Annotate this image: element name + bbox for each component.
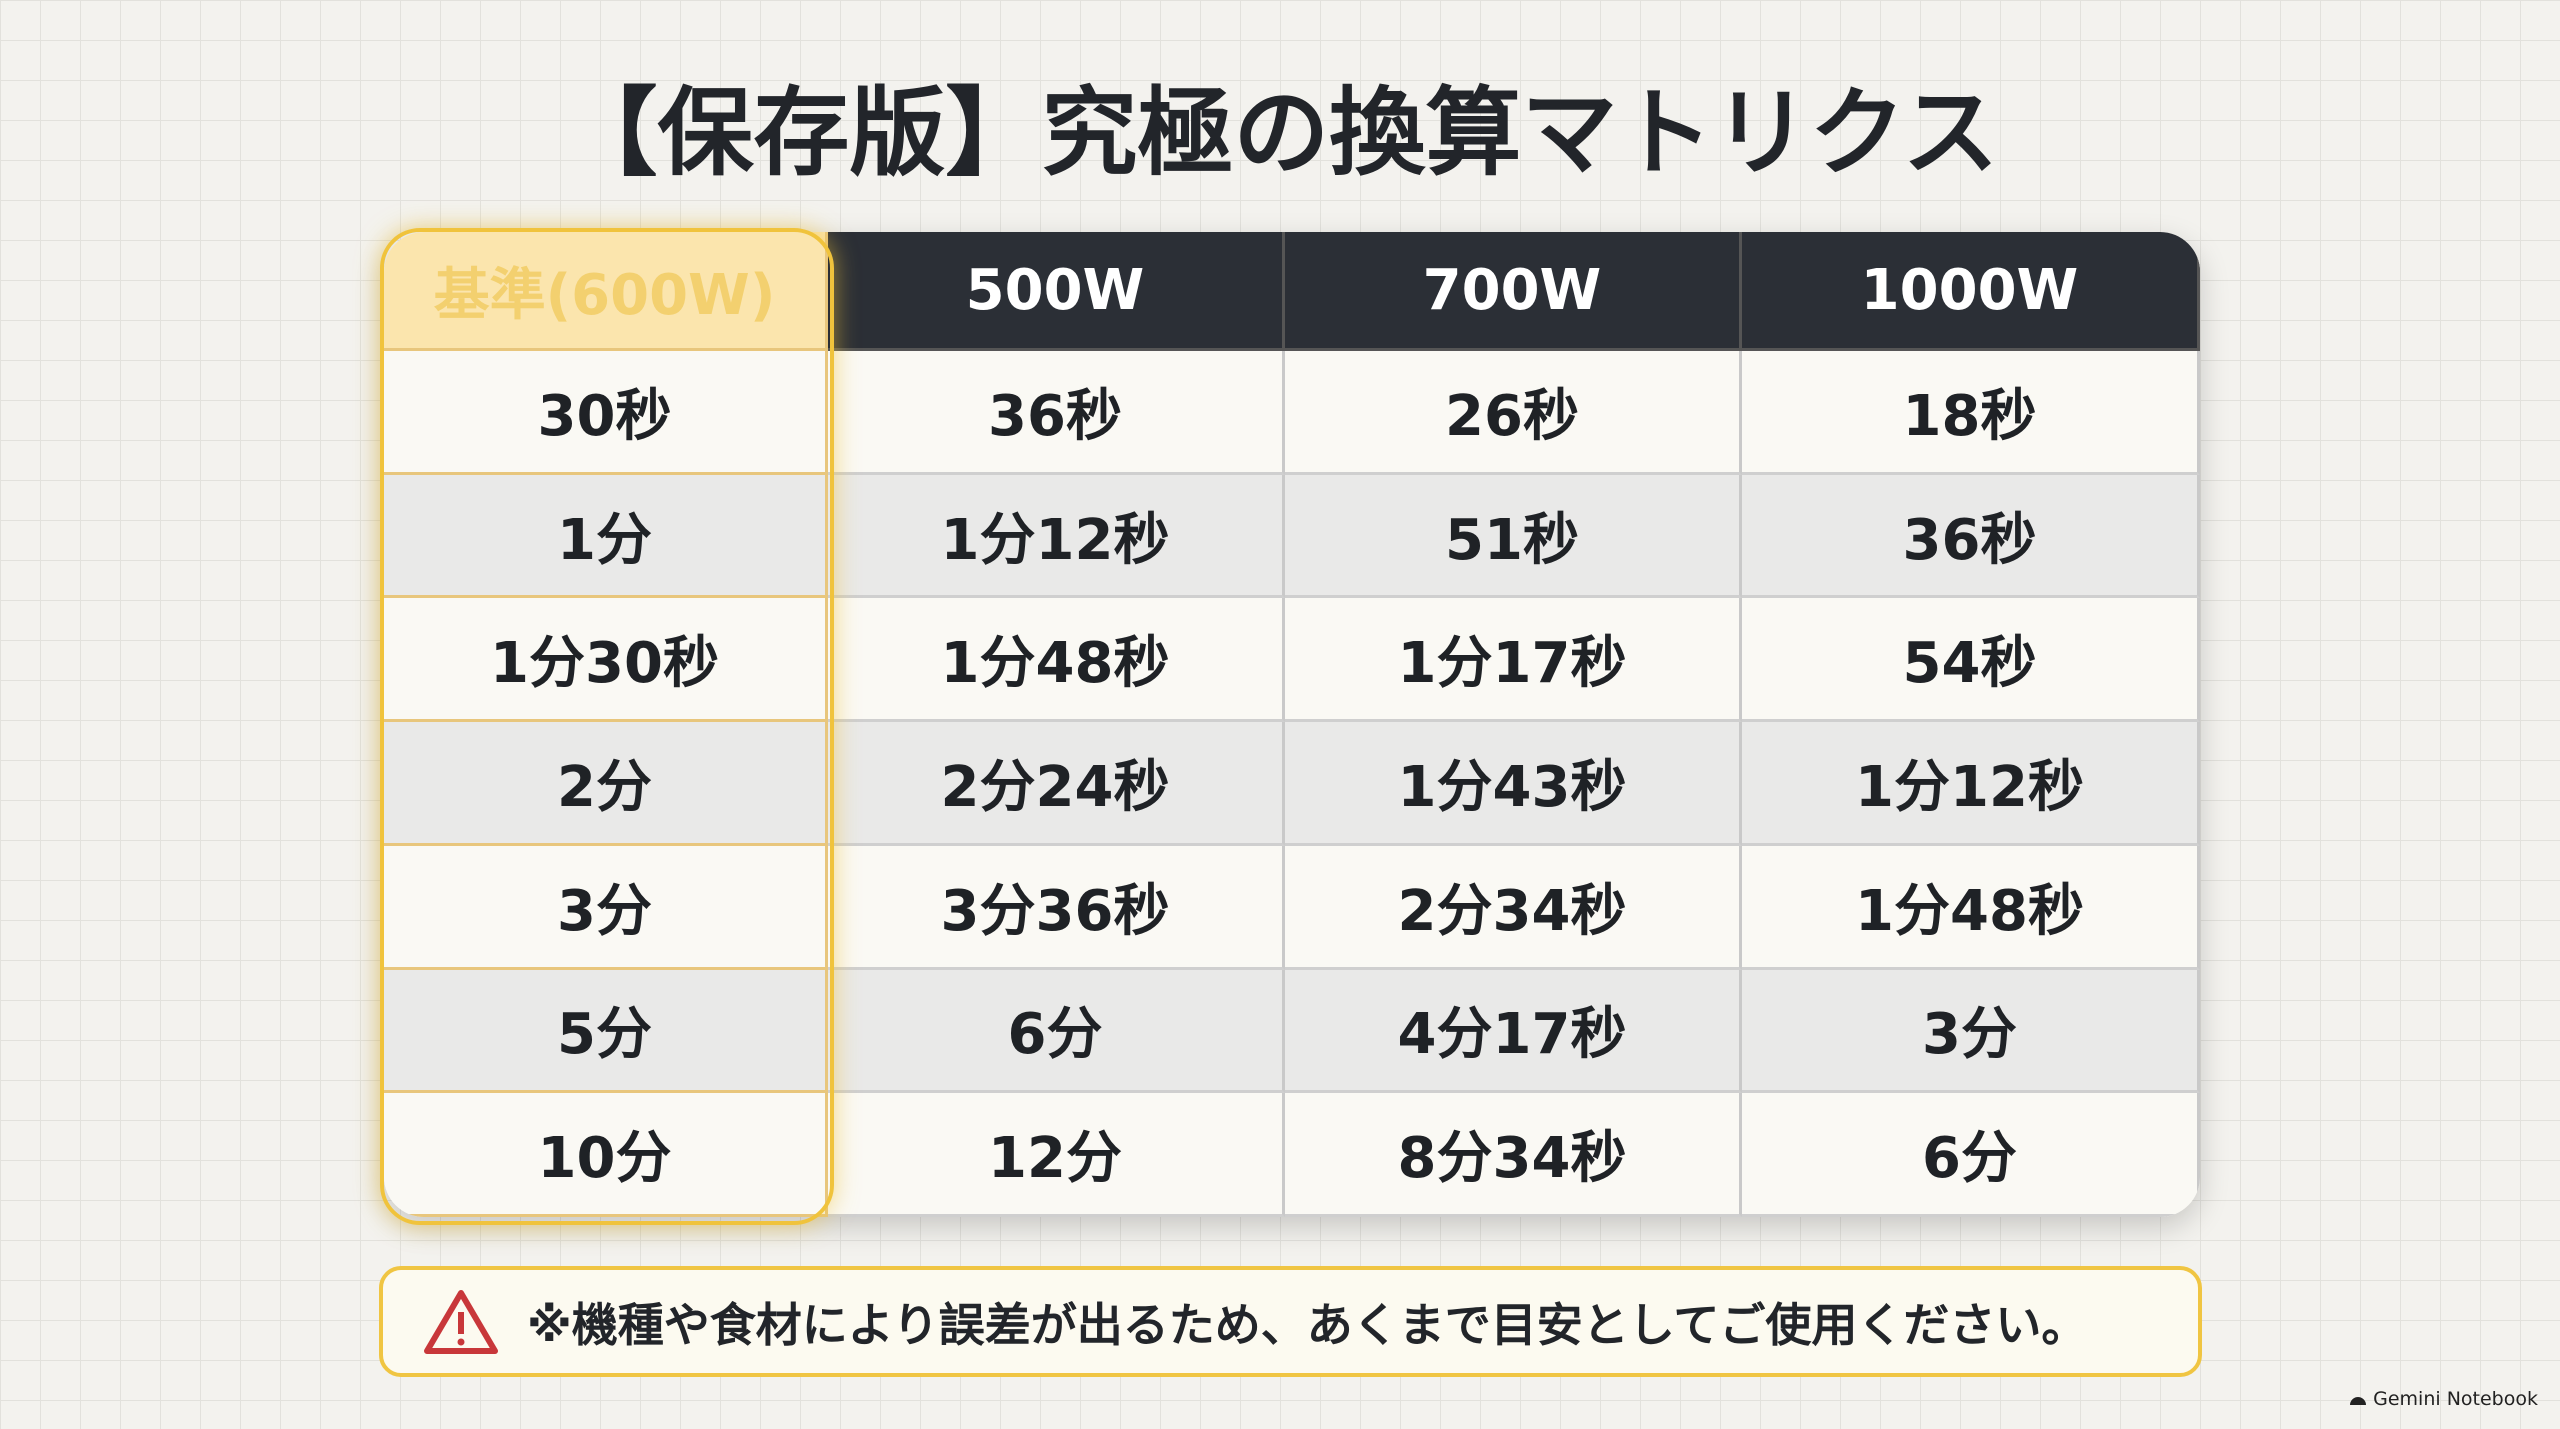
- converted-time-cell: 2分24秒: [828, 722, 1285, 846]
- base-time-cell: 3分: [384, 845, 828, 970]
- column-header: 基準(600W): [384, 232, 828, 351]
- footer-icon: [2350, 1397, 2367, 1405]
- converted-time-cell: 2分34秒: [1285, 845, 1742, 970]
- conversion-table: 基準(600W) 500W 700W 1000W 30秒 36秒 26秒 18秒 1分 1分12秒…: [384, 232, 2200, 1217]
- footer-text: Gemini Notebook: [2373, 1388, 2538, 1410]
- converted-time-cell: 3分36秒: [828, 845, 1285, 970]
- converted-time-cell: 4分17秒: [1285, 969, 1742, 1094]
- footer: Gemini Notebook: [2349, 1388, 2538, 1410]
- converted-time-cell: 36秒: [1742, 474, 2200, 599]
- converted-time-cell: 1分48秒: [1742, 845, 2200, 970]
- converted-time-cell: 26秒: [1285, 351, 1742, 475]
- column-header: 1000W: [1742, 232, 2200, 351]
- converted-time-cell: 51秒: [1285, 474, 1742, 599]
- base-time-cell: 30秒: [384, 351, 828, 475]
- column-header: 500W: [828, 232, 1285, 351]
- converted-time-cell: 1分43秒: [1285, 722, 1742, 846]
- converted-time-cell: 1分48秒: [828, 598, 1285, 723]
- note-text: ※機種や食材により誤差が出るため、あくまで目安としてご使用ください。: [527, 1297, 2088, 1352]
- base-time-cell: 2分: [384, 722, 828, 846]
- converted-time-cell: 18秒: [1742, 351, 2200, 475]
- converted-time-cell: 36秒: [828, 351, 1285, 475]
- note-box: ※機種や食材により誤差が出るため、あくまで目安としてご使用ください。: [379, 1266, 2202, 1377]
- converted-time-cell: 6分: [828, 969, 1285, 1094]
- base-time-cell: 1分30秒: [384, 598, 828, 723]
- converted-time-cell: 12分: [828, 1093, 1285, 1217]
- converted-time-cell: 1分12秒: [828, 474, 1285, 599]
- converted-time-cell: 3分: [1742, 969, 2200, 1094]
- base-time-cell: 1分: [384, 474, 828, 599]
- title: 【保存版】究極の換算マトリクス: [561, 77, 1999, 189]
- converted-time-cell: 6分: [1742, 1093, 2200, 1217]
- converted-time-cell: 54秒: [1742, 598, 2200, 723]
- converted-time-cell: 1分17秒: [1285, 598, 1742, 723]
- warning-icon: [424, 1289, 498, 1354]
- column-header: 700W: [1285, 232, 1742, 351]
- base-time-cell: 5分: [384, 969, 828, 1094]
- base-time-cell: 10分: [384, 1093, 828, 1217]
- converted-time-cell: 8分34秒: [1285, 1093, 1742, 1217]
- converted-time-cell: 1分12秒: [1742, 722, 2200, 846]
